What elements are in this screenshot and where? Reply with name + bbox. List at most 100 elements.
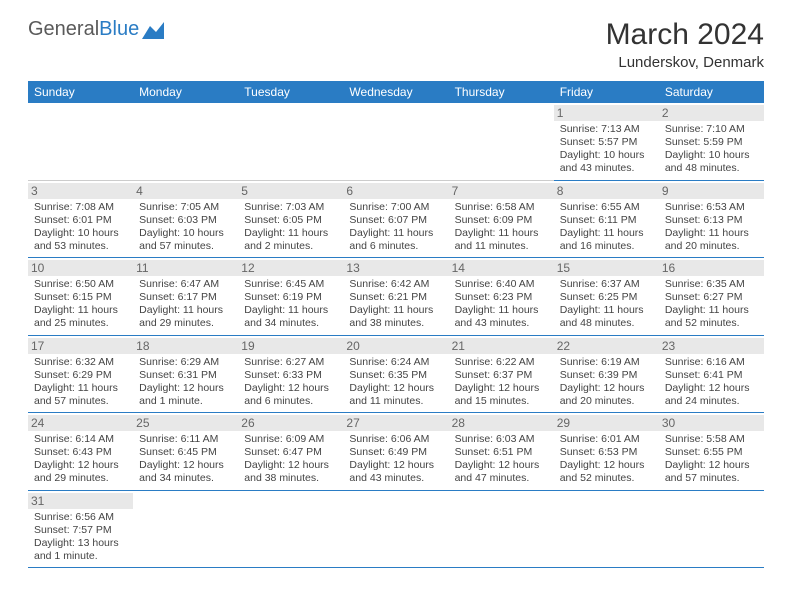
- sunset-text: Sunset: 6:29 PM: [34, 369, 127, 382]
- sunrise-text: Sunrise: 7:10 AM: [665, 123, 758, 136]
- sunrise-text: Sunrise: 6:27 AM: [244, 356, 337, 369]
- sunset-text: Sunset: 6:51 PM: [455, 446, 548, 459]
- weekday-header: Friday: [554, 81, 659, 103]
- daylight-text: Daylight: 11 hours and 34 minutes.: [244, 304, 337, 330]
- sunset-text: Sunset: 5:59 PM: [665, 136, 758, 149]
- sunset-text: Sunset: 6:11 PM: [560, 214, 653, 227]
- sunset-text: Sunset: 6:17 PM: [139, 291, 232, 304]
- sunset-text: Sunset: 6:33 PM: [244, 369, 337, 382]
- sunrise-text: Sunrise: 6:24 AM: [349, 356, 442, 369]
- sunrise-text: Sunrise: 6:35 AM: [665, 278, 758, 291]
- calendar-row: 17Sunrise: 6:32 AMSunset: 6:29 PMDayligh…: [28, 335, 764, 413]
- sunrise-text: Sunrise: 6:47 AM: [139, 278, 232, 291]
- calendar-cell-empty: [133, 103, 238, 180]
- calendar-cell: 10Sunrise: 6:50 AMSunset: 6:15 PMDayligh…: [28, 258, 133, 336]
- sunrise-text: Sunrise: 6:32 AM: [34, 356, 127, 369]
- day-number: 23: [659, 338, 764, 354]
- daylight-text: Daylight: 10 hours and 57 minutes.: [139, 227, 232, 253]
- sunrise-text: Sunrise: 6:37 AM: [560, 278, 653, 291]
- sunrise-text: Sunrise: 7:00 AM: [349, 201, 442, 214]
- sunset-text: Sunset: 6:55 PM: [665, 446, 758, 459]
- sunset-text: Sunset: 6:25 PM: [560, 291, 653, 304]
- calendar-cell-empty: [238, 103, 343, 180]
- daylight-text: Daylight: 10 hours and 48 minutes.: [665, 149, 758, 175]
- calendar-row: 3Sunrise: 7:08 AMSunset: 6:01 PMDaylight…: [28, 180, 764, 258]
- calendar-cell: 11Sunrise: 6:47 AMSunset: 6:17 PMDayligh…: [133, 258, 238, 336]
- daylight-text: Daylight: 11 hours and 43 minutes.: [455, 304, 548, 330]
- weekday-header: Thursday: [449, 81, 554, 103]
- day-number: 16: [659, 260, 764, 276]
- calendar-cell-empty: [449, 103, 554, 180]
- sunrise-text: Sunrise: 6:45 AM: [244, 278, 337, 291]
- sunset-text: Sunset: 6:07 PM: [349, 214, 442, 227]
- sunset-text: Sunset: 6:43 PM: [34, 446, 127, 459]
- day-number: 30: [659, 415, 764, 431]
- day-number: 28: [449, 415, 554, 431]
- daylight-text: Daylight: 11 hours and 2 minutes.: [244, 227, 337, 253]
- calendar-cell: 6Sunrise: 7:00 AMSunset: 6:07 PMDaylight…: [343, 180, 448, 258]
- calendar-cell: 5Sunrise: 7:03 AMSunset: 6:05 PMDaylight…: [238, 180, 343, 258]
- sunset-text: Sunset: 6:49 PM: [349, 446, 442, 459]
- day-number: 8: [554, 183, 659, 199]
- sunset-text: Sunset: 6:01 PM: [34, 214, 127, 227]
- month-title: March 2024: [606, 18, 764, 52]
- calendar-cell: 9Sunrise: 6:53 AMSunset: 6:13 PMDaylight…: [659, 180, 764, 258]
- daylight-text: Daylight: 12 hours and 43 minutes.: [349, 459, 442, 485]
- daylight-text: Daylight: 11 hours and 16 minutes.: [560, 227, 653, 253]
- calendar-cell-empty: [343, 103, 448, 180]
- sunset-text: Sunset: 6:23 PM: [455, 291, 548, 304]
- calendar-cell-empty: [554, 490, 659, 568]
- sunrise-text: Sunrise: 6:42 AM: [349, 278, 442, 291]
- daylight-text: Daylight: 12 hours and 57 minutes.: [665, 459, 758, 485]
- calendar-cell: 14Sunrise: 6:40 AMSunset: 6:23 PMDayligh…: [449, 258, 554, 336]
- calendar-cell-empty: [449, 490, 554, 568]
- calendar-cell: 8 Sunrise: 6:55 AMSunset: 6:11 PMDaylight…: [554, 180, 659, 258]
- sunset-text: Sunset: 6:15 PM: [34, 291, 127, 304]
- day-number: 19: [238, 338, 343, 354]
- calendar-cell: 22Sunrise: 6:19 AMSunset: 6:39 PMDayligh…: [554, 335, 659, 413]
- day-number: 3: [28, 183, 133, 199]
- sunrise-text: Sunrise: 6:56 AM: [34, 511, 127, 524]
- day-number: 18: [133, 338, 238, 354]
- day-number: 25: [133, 415, 238, 431]
- sunset-text: Sunset: 6:45 PM: [139, 446, 232, 459]
- day-number: 27: [343, 415, 448, 431]
- daylight-text: Daylight: 11 hours and 11 minutes.: [455, 227, 548, 253]
- daylight-text: Daylight: 11 hours and 48 minutes.: [560, 304, 653, 330]
- calendar-cell: 29Sunrise: 6:01 AMSunset: 6:53 PMDayligh…: [554, 413, 659, 491]
- calendar-cell: 13Sunrise: 6:42 AMSunset: 6:21 PMDayligh…: [343, 258, 448, 336]
- sunrise-text: Sunrise: 7:03 AM: [244, 201, 337, 214]
- sunrise-text: Sunrise: 6:14 AM: [34, 433, 127, 446]
- sunset-text: Sunset: 6:31 PM: [139, 369, 232, 382]
- calendar-cell: 28Sunrise: 6:03 AMSunset: 6:51 PMDayligh…: [449, 413, 554, 491]
- sunrise-text: Sunrise: 6:55 AM: [560, 201, 653, 214]
- sunset-text: Sunset: 6:03 PM: [139, 214, 232, 227]
- calendar-cell-empty: [238, 490, 343, 568]
- sunrise-text: Sunrise: 6:01 AM: [560, 433, 653, 446]
- sunset-text: Sunset: 7:57 PM: [34, 524, 127, 537]
- sunrise-text: Sunrise: 6:06 AM: [349, 433, 442, 446]
- day-number: 24: [28, 415, 133, 431]
- day-number: 20: [343, 338, 448, 354]
- sunset-text: Sunset: 6:53 PM: [560, 446, 653, 459]
- sunset-text: Sunset: 6:47 PM: [244, 446, 337, 459]
- daylight-text: Daylight: 11 hours and 6 minutes.: [349, 227, 442, 253]
- day-number: 11: [133, 260, 238, 276]
- daylight-text: Daylight: 11 hours and 57 minutes.: [34, 382, 127, 408]
- location: Lunderskov, Denmark: [606, 54, 764, 71]
- calendar-row: 31Sunrise: 6:56 AMSunset: 7:57 PMDayligh…: [28, 490, 764, 568]
- weekday-row: SundayMondayTuesdayWednesdayThursdayFrid…: [28, 81, 764, 103]
- calendar-row: 24 Sunrise: 6:14 AMSunset: 6:43 PM Dayligh…: [28, 413, 764, 491]
- day-number: 21: [449, 338, 554, 354]
- calendar-cell: 1Sunrise: 7:13 AMSunset: 5:57 PMDaylight…: [554, 103, 659, 180]
- daylight-text: Daylight: 12 hours and 20 minutes.: [560, 382, 653, 408]
- daylight-text: Daylight: 10 hours and 53 minutes.: [34, 227, 127, 253]
- calendar-cell: 7Sunrise: 6:58 AMSunset: 6:09 PMDaylight…: [449, 180, 554, 258]
- sunset-text: Sunset: 6:13 PM: [665, 214, 758, 227]
- calendar-row: 1Sunrise: 7:13 AMSunset: 5:57 PMDaylight…: [28, 103, 764, 180]
- sunset-text: Sunset: 6:37 PM: [455, 369, 548, 382]
- calendar-table: SundayMondayTuesdayWednesdayThursdayFrid…: [28, 81, 764, 568]
- day-number: 5: [238, 183, 343, 199]
- calendar-cell-empty: [28, 103, 133, 180]
- calendar-cell: 25Sunrise: 6:11 AMSunset: 6:45 PMDayligh…: [133, 413, 238, 491]
